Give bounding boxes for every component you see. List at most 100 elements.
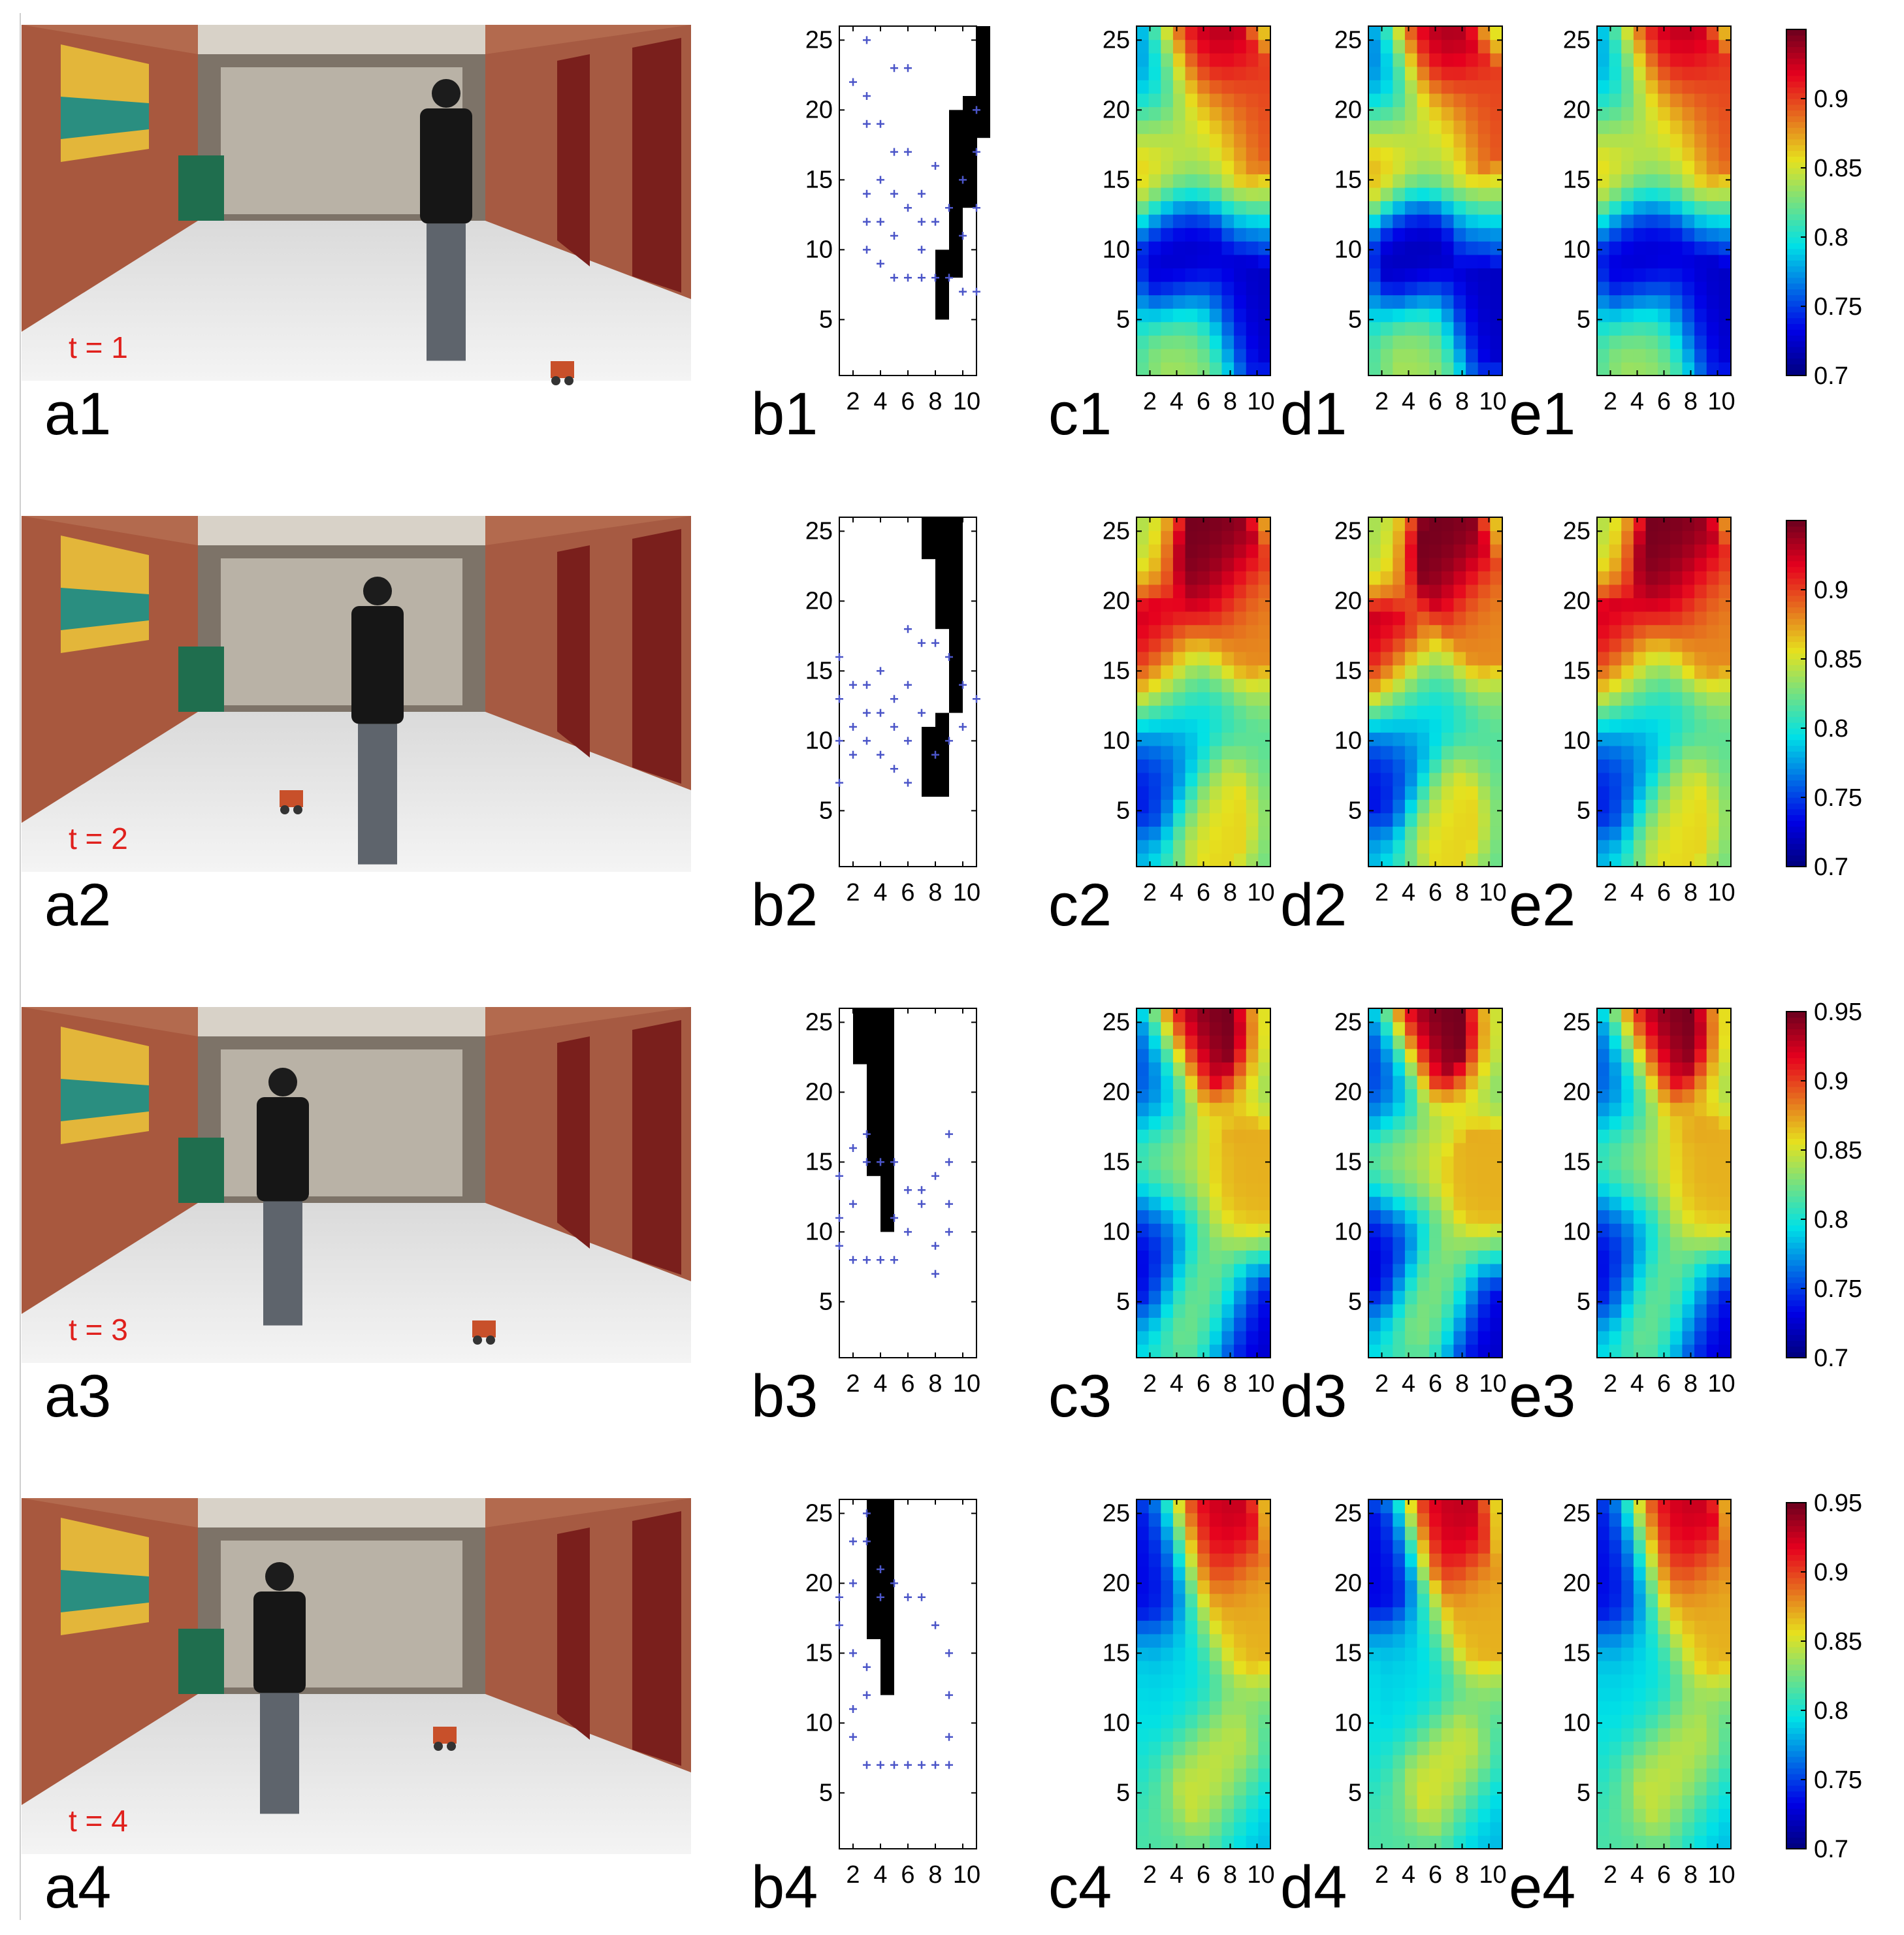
heatmap-cell <box>1368 1263 1381 1278</box>
heatmap-cell <box>1682 839 1695 854</box>
heatmap-cell <box>1682 1821 1695 1836</box>
heatmap-cell <box>1694 651 1707 665</box>
heatmap-cell <box>1172 678 1186 693</box>
heatmap-cell <box>1466 348 1479 363</box>
heatmap-cell <box>1609 1553 1622 1567</box>
heatmap-cell <box>1597 692 1610 706</box>
heatmap-ytick-label: 10 <box>1103 1709 1130 1736</box>
heatmap-cell <box>1441 1008 1455 1023</box>
heatmap-cell <box>1718 1035 1732 1049</box>
heatmap-xtick-label: 10 <box>1247 1370 1274 1398</box>
heatmap-cell <box>1185 1754 1198 1769</box>
heatmap-cell <box>1658 1526 1671 1541</box>
heatmap-cell <box>1368 1701 1381 1715</box>
heatmap-xtick-label: 4 <box>1402 879 1415 906</box>
heatmap-cell <box>1682 1196 1695 1211</box>
heatmap-cell <box>1172 1727 1186 1742</box>
heatmap-cell <box>1490 335 1503 349</box>
heatmap-cell <box>1209 1499 1223 1514</box>
heatmap-cell <box>1609 1674 1622 1688</box>
plus-marker <box>877 120 884 128</box>
heatmap-cell <box>1417 160 1430 174</box>
heatmap-cell <box>1477 544 1491 558</box>
heatmap-cell <box>1609 1499 1622 1514</box>
heatmap-cell <box>1658 1035 1671 1049</box>
heatmap-cell <box>1417 200 1430 215</box>
heatmap-cell <box>1633 665 1647 679</box>
heatmap-cell <box>1197 160 1210 174</box>
heatmap-cell <box>1658 1782 1671 1796</box>
colorbar-segment <box>1786 231 1806 238</box>
heatmap-cell <box>1393 1062 1406 1076</box>
robot-body <box>472 1320 496 1337</box>
heatmap-cell <box>1185 1512 1198 1527</box>
heatmap-cell <box>1209 1236 1223 1251</box>
heatmap-cell <box>1658 705 1671 720</box>
heatmap-cell <box>1694 1741 1707 1755</box>
colorbar-segment <box>1786 757 1806 763</box>
heatmap-cell <box>1658 214 1671 229</box>
colorbar-segment <box>1786 335 1806 342</box>
heatmap-cell <box>1490 1821 1503 1836</box>
heatmap-cell <box>1393 611 1406 626</box>
heatmap-cell <box>1417 1687 1430 1702</box>
heatmap-cell <box>1597 106 1610 121</box>
heatmap-cell <box>1706 1782 1719 1796</box>
heatmap-cell <box>1246 812 1259 827</box>
heatmap-cell <box>1417 772 1430 787</box>
heatmap-cell <box>1658 268 1671 282</box>
plus-marker <box>904 1186 912 1194</box>
heatmap-cell <box>1682 1263 1695 1278</box>
heatmap-cell <box>1148 1539 1161 1554</box>
heatmap-cell <box>1682 1344 1695 1358</box>
heatmap-cell <box>1368 93 1381 108</box>
heatmap-cell <box>1185 1821 1198 1836</box>
colorbar-segment <box>1786 254 1806 261</box>
heatmap-cell <box>1466 692 1479 706</box>
heatmap-cell <box>1477 1142 1491 1157</box>
heatmap-cell <box>1209 362 1223 376</box>
heatmap-cell <box>1234 853 1247 867</box>
heatmap-cell <box>1161 678 1174 693</box>
heatmap-cell <box>1417 66 1430 80</box>
plus-marker <box>849 750 857 759</box>
heatmap-cell <box>1234 1075 1247 1090</box>
heatmap-cell <box>1429 39 1442 54</box>
heatmap-cell <box>1658 335 1671 349</box>
heatmap-cell <box>1466 1129 1479 1143</box>
heatmap-cell <box>1404 1277 1418 1291</box>
heatmap-ytick-label: 5 <box>1348 797 1362 824</box>
heatmap-cell <box>1441 571 1455 585</box>
heatmap-cell <box>1466 1593 1479 1608</box>
plus-marker <box>945 1200 953 1208</box>
heatmap-cell <box>1670 1035 1683 1049</box>
heatmap-cell <box>1718 1727 1732 1742</box>
heatmap-cell <box>1148 1674 1161 1688</box>
heatmap-cell <box>1417 1008 1430 1023</box>
heatmap-cell <box>1185 1593 1198 1608</box>
heatmap-cell <box>1258 1808 1271 1823</box>
heatmap-cell <box>1185 826 1198 840</box>
heatmap-cell <box>1234 281 1247 296</box>
heatmap-cell <box>1706 1330 1719 1345</box>
heatmap-cell <box>1597 571 1610 585</box>
heatmap-cell <box>1597 638 1610 652</box>
heatmap-cell <box>1706 638 1719 652</box>
colorbar-segment <box>1786 1629 1806 1636</box>
colorbar-segment <box>1786 317 1806 325</box>
heatmap-cell <box>1234 1566 1247 1581</box>
heatmap-cell <box>1466 517 1479 532</box>
heatmap-cell <box>1453 1169 1466 1184</box>
heatmap-cell <box>1718 281 1732 296</box>
heatmap-cell <box>1404 26 1418 40</box>
heatmap-cell <box>1148 1169 1161 1184</box>
heatmap-cell <box>1658 1647 1671 1661</box>
heatmap-cell <box>1404 1821 1418 1836</box>
heatmap-cell <box>1234 624 1247 639</box>
heatmap-cell <box>1368 1102 1381 1117</box>
heatmap-cell <box>1221 362 1234 376</box>
map-xtick-label: 8 <box>928 388 942 415</box>
heatmap-cell <box>1404 1209 1418 1224</box>
heatmap-cell <box>1368 732 1381 746</box>
heatmap-cell <box>1380 1795 1393 1809</box>
